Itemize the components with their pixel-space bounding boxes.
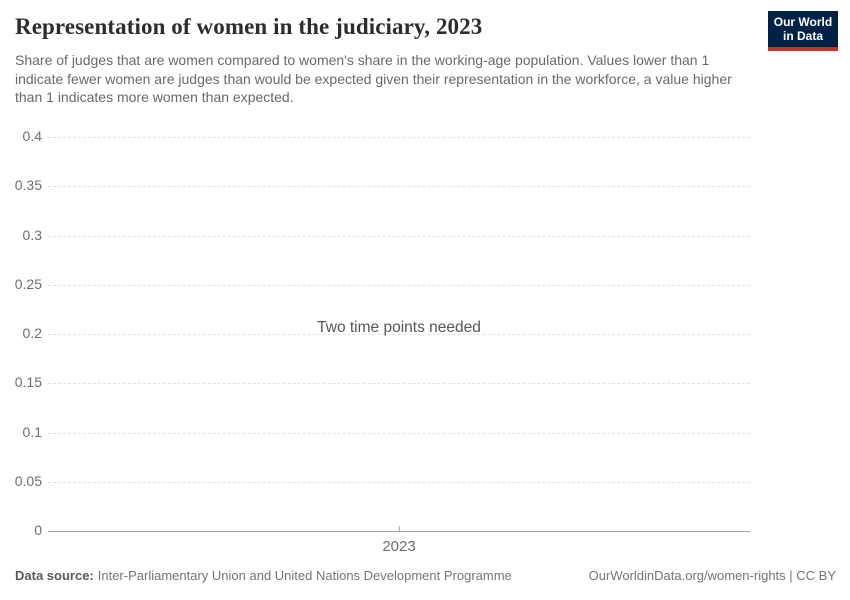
empty-chart-message: Two time points needed [317,319,481,336]
owid-logo[interactable]: Our World in Data [768,11,838,51]
y-gridline [48,334,750,335]
data-source-label: Data source: [15,568,94,583]
owid-license-link[interactable]: OurWorldinData.org/women-rights | CC BY [588,568,836,583]
y-axis-tick-label: 0.35 [14,177,42,194]
y-axis-tick-label: 0.4 [22,128,42,144]
page-title: Representation of women in the judiciary… [15,14,483,39]
data-source-note: Data source: Inter-Parliamentary Union an… [15,568,512,583]
y-gridline [48,432,750,434]
x-axis-line [48,531,750,532]
y-gridline [48,284,750,286]
y-axis-tick-label: 0.05 [14,472,42,489]
y-axis-tick-label: 0.25 [14,275,42,292]
x-axis-tick-label: 2023 [382,538,416,555]
y-axis-tick-label: 0.15 [14,374,42,391]
chart-subtitle: Share of judges that are women compared … [15,52,732,105]
owid-logo-line1: Our World [773,15,833,29]
y-axis-tick-label: 0.3 [22,226,42,243]
y-gridline [48,137,750,138]
y-gridline [48,383,750,385]
owid-logo-line2: in Data [782,29,823,43]
chart-footer: Data source: Inter-Parliamentary Union an… [15,568,836,583]
data-source-value: Inter-Parliamentary Union and United Nat… [97,568,512,583]
y-gridline [48,186,750,188]
y-axis-tick-label: 0.1 [22,423,42,440]
x-axis-tick-mark [399,526,400,531]
y-axis-tick-label: 0 [34,522,42,538]
y-gridline [48,235,750,237]
y-gridline [48,481,750,483]
y-axis-tick-label: 0.2 [22,325,42,341]
